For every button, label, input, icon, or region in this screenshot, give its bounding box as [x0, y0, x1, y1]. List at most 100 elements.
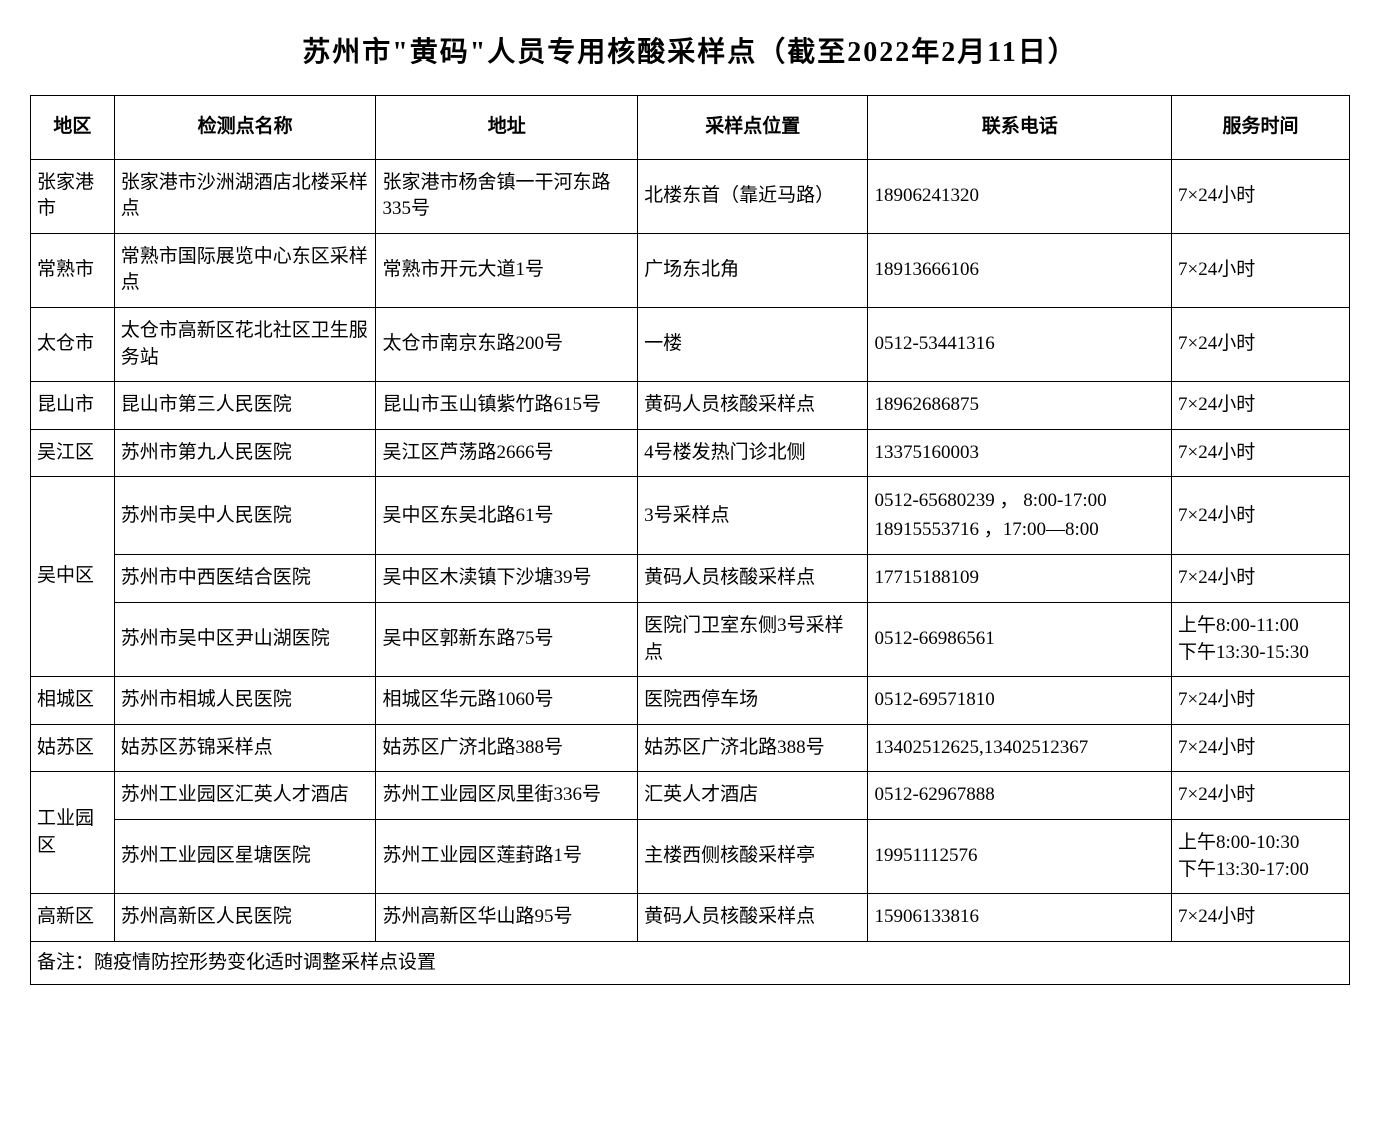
cell-phone: 13402512625,13402512367 — [868, 724, 1172, 772]
cell-location: 4号楼发热门诊北侧 — [638, 429, 868, 477]
cell-address: 姑苏区广济北路388号 — [376, 724, 638, 772]
header-name: 检测点名称 — [114, 96, 376, 160]
table-row: 常熟市常熟市国际展览中心东区采样点常熟市开元大道1号广场东北角189136661… — [31, 233, 1350, 307]
cell-region: 姑苏区 — [31, 724, 115, 772]
cell-time: 7×24小时 — [1172, 477, 1350, 555]
cell-address: 吴中区木渎镇下沙塘39号 — [376, 555, 638, 603]
cell-time: 7×24小时 — [1172, 894, 1350, 942]
page-title: 苏州市"黄码"人员专用核酸采样点（截至2022年2月11日） — [30, 30, 1350, 70]
cell-name: 姑苏区苏锦采样点 — [114, 724, 376, 772]
header-phone: 联系电话 — [868, 96, 1172, 160]
cell-name: 苏州工业园区汇英人才酒店 — [114, 772, 376, 820]
cell-address: 常熟市开元大道1号 — [376, 233, 638, 307]
cell-phone: 0512-62967888 — [868, 772, 1172, 820]
table-row: 吴中区苏州市吴中人民医院吴中区东吴北路61号3号采样点0512-65680239… — [31, 477, 1350, 555]
table-row: 苏州市中西医结合医院吴中区木渎镇下沙塘39号黄码人员核酸采样点177151881… — [31, 555, 1350, 603]
cell-address: 相城区华元路1060号 — [376, 677, 638, 725]
cell-address: 苏州高新区华山路95号 — [376, 894, 638, 942]
cell-name: 苏州工业园区星塘医院 — [114, 819, 376, 893]
cell-address: 苏州工业园区莲葑路1号 — [376, 819, 638, 893]
cell-name: 苏州市中西医结合医院 — [114, 555, 376, 603]
cell-name: 常熟市国际展览中心东区采样点 — [114, 233, 376, 307]
cell-time: 7×24小时 — [1172, 677, 1350, 725]
table-row: 苏州市吴中区尹山湖医院吴中区郭新东路75号医院门卫室东侧3号采样点0512-66… — [31, 602, 1350, 676]
cell-name: 苏州市吴中区尹山湖医院 — [114, 602, 376, 676]
cell-name: 昆山市第三人民医院 — [114, 382, 376, 430]
table-row: 太仓市太仓市高新区花北社区卫生服务站太仓市南京东路200号一楼0512-5344… — [31, 307, 1350, 381]
cell-time: 7×24小时 — [1172, 772, 1350, 820]
cell-phone: 0512-69571810 — [868, 677, 1172, 725]
table-row: 工业园区苏州工业园区汇英人才酒店苏州工业园区凤里街336号汇英人才酒店0512-… — [31, 772, 1350, 820]
cell-location: 医院门卫室东侧3号采样点 — [638, 602, 868, 676]
cell-address: 张家港市杨舍镇一干河东路335号 — [376, 159, 638, 233]
cell-region: 吴江区 — [31, 429, 115, 477]
cell-time: 7×24小时 — [1172, 724, 1350, 772]
cell-address: 苏州工业园区凤里街336号 — [376, 772, 638, 820]
cell-name: 苏州市吴中人民医院 — [114, 477, 376, 555]
cell-location: 广场东北角 — [638, 233, 868, 307]
cell-name: 太仓市高新区花北社区卫生服务站 — [114, 307, 376, 381]
cell-time: 7×24小时 — [1172, 429, 1350, 477]
cell-address: 昆山市玉山镇紫竹路615号 — [376, 382, 638, 430]
note-row: 备注：随疫情防控形势变化适时调整采样点设置 — [31, 941, 1350, 985]
cell-region: 相城区 — [31, 677, 115, 725]
cell-location: 医院西停车场 — [638, 677, 868, 725]
cell-name: 苏州市第九人民医院 — [114, 429, 376, 477]
cell-phone: 18906241320 — [868, 159, 1172, 233]
header-location: 采样点位置 — [638, 96, 868, 160]
cell-location: 北楼东首（靠近马路） — [638, 159, 868, 233]
cell-phone: 18962686875 — [868, 382, 1172, 430]
cell-region: 太仓市 — [31, 307, 115, 381]
cell-phone: 0512-65680239 ， 8:00-17:0018915553716 ，1… — [868, 477, 1172, 555]
cell-phone: 15906133816 — [868, 894, 1172, 942]
cell-time: 7×24小时 — [1172, 159, 1350, 233]
cell-address: 吴江区芦荡路2666号 — [376, 429, 638, 477]
note-cell: 备注：随疫情防控形势变化适时调整采样点设置 — [31, 941, 1350, 985]
cell-location: 黄码人员核酸采样点 — [638, 382, 868, 430]
cell-phone: 19951112576 — [868, 819, 1172, 893]
cell-location: 黄码人员核酸采样点 — [638, 555, 868, 603]
cell-region: 吴中区 — [31, 477, 115, 677]
cell-phone: 0512-53441316 — [868, 307, 1172, 381]
cell-location: 汇英人才酒店 — [638, 772, 868, 820]
header-region: 地区 — [31, 96, 115, 160]
cell-location: 一楼 — [638, 307, 868, 381]
cell-time: 7×24小时 — [1172, 382, 1350, 430]
cell-phone: 0512-66986561 — [868, 602, 1172, 676]
cell-location: 黄码人员核酸采样点 — [638, 894, 868, 942]
cell-time: 上午8:00-11:00下午13:30-15:30 — [1172, 602, 1350, 676]
table-row: 昆山市昆山市第三人民医院昆山市玉山镇紫竹路615号黄码人员核酸采样点189626… — [31, 382, 1350, 430]
cell-region: 常熟市 — [31, 233, 115, 307]
table-row: 高新区苏州高新区人民医院苏州高新区华山路95号黄码人员核酸采样点15906133… — [31, 894, 1350, 942]
cell-time: 7×24小时 — [1172, 307, 1350, 381]
cell-region: 昆山市 — [31, 382, 115, 430]
cell-time: 7×24小时 — [1172, 233, 1350, 307]
cell-address: 吴中区东吴北路61号 — [376, 477, 638, 555]
cell-location: 3号采样点 — [638, 477, 868, 555]
cell-region: 工业园区 — [31, 772, 115, 894]
cell-phone: 13375160003 — [868, 429, 1172, 477]
cell-address: 吴中区郭新东路75号 — [376, 602, 638, 676]
cell-phone: 18913666106 — [868, 233, 1172, 307]
cell-region: 高新区 — [31, 894, 115, 942]
table-row: 张家港市张家港市沙洲湖酒店北楼采样点张家港市杨舍镇一干河东路335号北楼东首（靠… — [31, 159, 1350, 233]
cell-name: 张家港市沙洲湖酒店北楼采样点 — [114, 159, 376, 233]
table-row: 吴江区苏州市第九人民医院吴江区芦荡路2666号4号楼发热门诊北侧13375160… — [31, 429, 1350, 477]
table-body: 张家港市张家港市沙洲湖酒店北楼采样点张家港市杨舍镇一干河东路335号北楼东首（靠… — [31, 159, 1350, 985]
cell-location: 姑苏区广济北路388号 — [638, 724, 868, 772]
cell-address: 太仓市南京东路200号 — [376, 307, 638, 381]
cell-time: 7×24小时 — [1172, 555, 1350, 603]
header-time: 服务时间 — [1172, 96, 1350, 160]
header-address: 地址 — [376, 96, 638, 160]
table-row: 相城区苏州市相城人民医院相城区华元路1060号医院西停车场0512-695718… — [31, 677, 1350, 725]
cell-name: 苏州高新区人民医院 — [114, 894, 376, 942]
sampling-sites-table: 地区 检测点名称 地址 采样点位置 联系电话 服务时间 张家港市张家港市沙洲湖酒… — [30, 95, 1350, 985]
cell-phone: 17715188109 — [868, 555, 1172, 603]
table-header-row: 地区 检测点名称 地址 采样点位置 联系电话 服务时间 — [31, 96, 1350, 160]
cell-name: 苏州市相城人民医院 — [114, 677, 376, 725]
table-row: 姑苏区姑苏区苏锦采样点姑苏区广济北路388号姑苏区广济北路388号1340251… — [31, 724, 1350, 772]
cell-time: 上午8:00-10:30下午13:30-17:00 — [1172, 819, 1350, 893]
cell-region: 张家港市 — [31, 159, 115, 233]
cell-location: 主楼西侧核酸采样亭 — [638, 819, 868, 893]
table-row: 苏州工业园区星塘医院苏州工业园区莲葑路1号主楼西侧核酸采样亭1995111257… — [31, 819, 1350, 893]
